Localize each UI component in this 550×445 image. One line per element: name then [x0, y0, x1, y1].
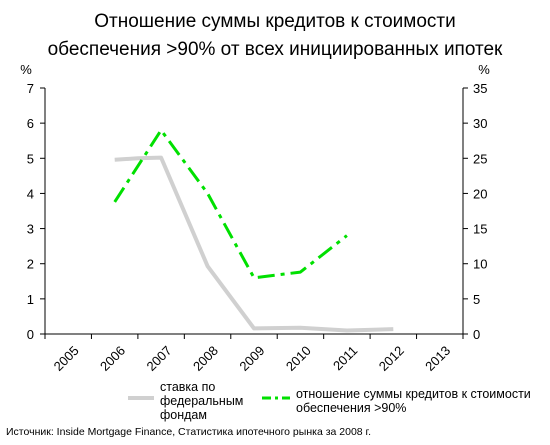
y-right-unit-label: %: [478, 62, 490, 77]
y-right-tick-label: 15: [473, 222, 487, 237]
x-tick-label: 2007: [144, 343, 175, 374]
y-right-tick-label: 10: [473, 257, 487, 272]
legend-label-fed-rate: фондам: [160, 408, 207, 422]
legend-label-fed-rate: федеральным: [160, 394, 243, 408]
y-right-tick-label: 5: [473, 292, 480, 307]
y-left-tick-label: 6: [27, 116, 34, 131]
x-tick-label: 2013: [422, 343, 453, 374]
series-line-1: [114, 155, 394, 333]
series-line-2: [113, 128, 348, 280]
x-tick-label: 2011: [330, 343, 360, 373]
y-left-tick-label: 1: [27, 292, 34, 307]
source-note: Источник: Inside Mortgage Finance, Стати…: [6, 426, 372, 438]
y-left-tick-label: 4: [27, 186, 34, 201]
legend-label-fed-rate: ставка по: [160, 380, 215, 394]
x-tick-label: 2012: [376, 343, 407, 374]
legend-label-ltv: отношение суммы кредитов к стоимости: [296, 387, 531, 401]
y-left-tick-label: 7: [27, 81, 34, 96]
x-tick-label: 2008: [190, 343, 221, 374]
x-tick-label: 2009: [236, 343, 267, 374]
y-right-tick-label: 0: [473, 327, 480, 342]
y-left-tick-label: 0: [27, 327, 34, 342]
x-tick-label: 2005: [51, 343, 82, 374]
x-tick-label: 2010: [283, 343, 314, 374]
y-left-tick-label: 5: [27, 151, 34, 166]
chart-title-line-1: Отношение суммы кредитов к стоимости: [94, 11, 456, 32]
chart-title: Отношение суммы кредитов к стоимости обе…: [0, 8, 550, 64]
series-layer: [113, 128, 394, 333]
y-right-tick-label: 30: [473, 116, 487, 131]
y-right-tick-label: 25: [473, 151, 487, 166]
y-left-unit-label: %: [20, 62, 32, 77]
y-right-tick-label: 20: [473, 186, 487, 201]
y-left-tick-label: 2: [27, 257, 34, 272]
legend-label-ltv: обеспечения >90%: [296, 401, 406, 415]
y-right-tick-label: 35: [473, 81, 487, 96]
x-tick-label: 2006: [97, 343, 128, 374]
chart-title-line-2: обеспечения >90% от всех инициированных …: [47, 39, 503, 60]
y-left-tick-label: 3: [27, 222, 34, 237]
